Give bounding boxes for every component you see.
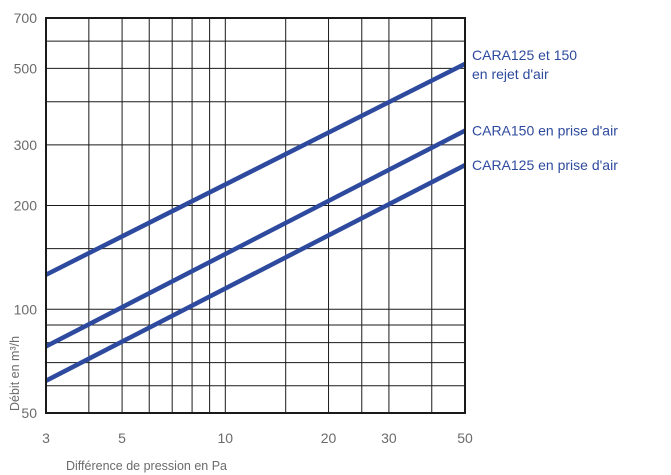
series-line (44, 163, 467, 383)
series-label: CARA150 en prise d'air (472, 123, 618, 139)
x-tick-label: 50 (457, 430, 473, 446)
series-label: CARA125 en prise d'air (472, 157, 618, 173)
x-tick-label: 10 (218, 430, 234, 446)
y-tick-label: 50 (21, 405, 37, 421)
y-tick-label: 100 (14, 301, 38, 317)
plot-frame (45, 17, 466, 414)
x-tick-label: 20 (321, 430, 337, 446)
series-label: CARA125 et 150 en rejet d'air (472, 47, 577, 82)
x-tick-labels: 3 5 10 20 30 50 (42, 430, 473, 446)
x-axis-title: Différence de pression en Pa (66, 459, 227, 473)
y-tick-label: 200 (14, 198, 38, 214)
series-labels: CARA125 et 150 en rejet d'air CARA150 en p… (472, 47, 618, 173)
y-axis-title: Débit en m³/h (8, 336, 22, 411)
x-tick-label: 30 (381, 430, 397, 446)
y-tick-label: 300 (14, 137, 38, 153)
grid (45, 17, 466, 414)
series-line (44, 128, 467, 349)
x-tick-label: 3 (42, 430, 50, 446)
y-tick-label: 500 (14, 60, 38, 76)
y-tick-label: 700 (14, 10, 38, 26)
x-tick-label: 5 (118, 430, 126, 446)
y-tick-labels: 50 100 200 300 500 700 (14, 10, 38, 421)
series-line (44, 61, 467, 277)
series-lines (44, 61, 467, 383)
